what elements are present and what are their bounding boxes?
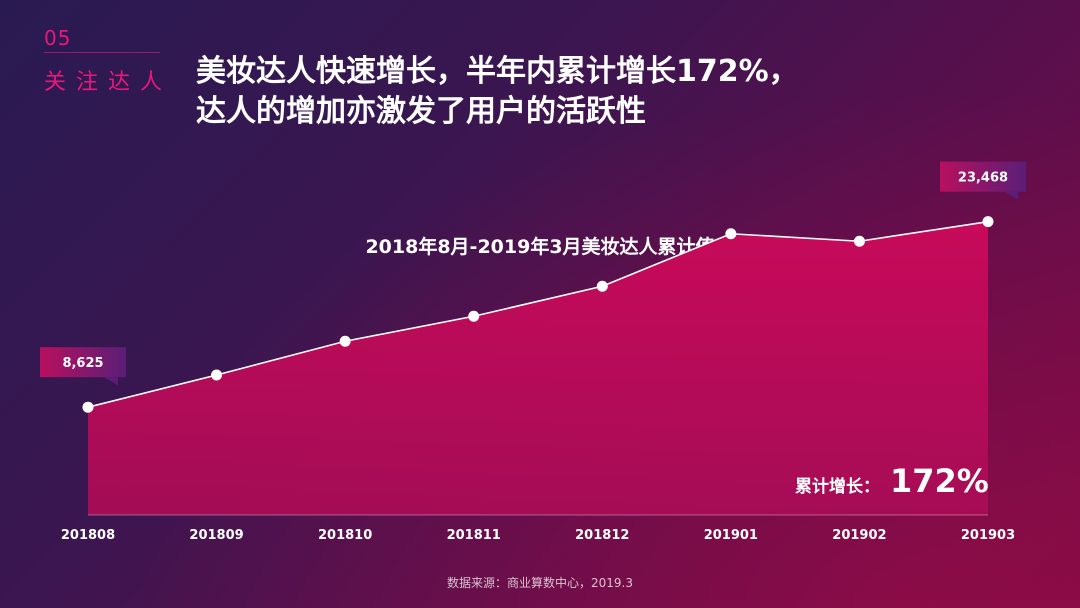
growth-callout: 累计增长： 172% xyxy=(795,462,989,500)
area-fill xyxy=(88,221,988,515)
x-tick-label-201808: 201808 xyxy=(61,528,115,543)
source-note: 数据来源：商业算数中心，2019.3 xyxy=(447,576,633,590)
point-layer xyxy=(82,216,994,413)
headline-line-1: 美妆达人快速增长，半年内累计增长172%， xyxy=(196,54,799,89)
data-point-201902 xyxy=(853,235,865,247)
data-point-201903 xyxy=(982,216,994,228)
data-label-box xyxy=(940,161,1026,192)
data-label-201808: 8,625 xyxy=(40,347,126,386)
data-point-201812 xyxy=(596,280,608,292)
data-point-201901 xyxy=(725,228,737,240)
x-tick-label-201812: 201812 xyxy=(575,528,629,543)
data-label-pointer xyxy=(104,377,118,386)
x-tick-label-201902: 201902 xyxy=(832,528,886,543)
x-tick-layer: 201808 201809 201810 201811 201812 201901 2019… xyxy=(61,528,1015,543)
data-label-pointer xyxy=(1004,191,1018,200)
section-label: 关注达人 xyxy=(44,70,173,95)
series-line xyxy=(87,220,989,408)
x-tick-label-201811: 201811 xyxy=(447,528,501,543)
x-tick-label-201810: 201810 xyxy=(318,528,372,543)
data-label-box xyxy=(40,347,126,378)
data-point-201809 xyxy=(211,369,223,381)
x-tick-label-201809: 201809 xyxy=(189,528,243,543)
line-layer xyxy=(87,220,989,408)
section-number: 05 xyxy=(44,26,72,50)
data-point-201811 xyxy=(468,310,480,322)
data-point-201810 xyxy=(339,335,351,347)
growth-value: 172% xyxy=(890,462,989,500)
x-tick-label-201903: 201903 xyxy=(961,528,1015,543)
growth-label: 累计增长： xyxy=(795,477,880,497)
data-label-201903: 23,468 xyxy=(940,161,1026,200)
x-tick-label-201901: 201901 xyxy=(704,528,758,543)
headline-line-2: 达人的增加亦激发了用户的活跃性 xyxy=(196,94,646,129)
data-label-text: 8,625 xyxy=(62,356,103,371)
data-label-text: 23,468 xyxy=(958,171,1008,186)
data-point-201808 xyxy=(82,401,94,413)
headline: 美妆达人快速增长，半年内累计增长172%， 达人的增加亦激发了用户的活跃性 xyxy=(196,52,1056,132)
data-label-layer: 8,625 23,468 xyxy=(40,161,1026,386)
chart-title: 2018年8月-2019年3月美妆达人累计值 xyxy=(365,236,715,258)
area-layer xyxy=(88,221,988,516)
section-divider xyxy=(44,52,160,53)
